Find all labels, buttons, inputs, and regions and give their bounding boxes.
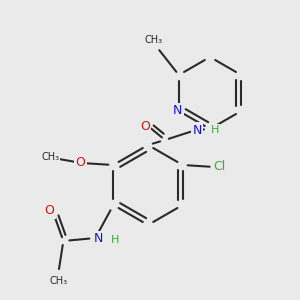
Text: N: N: [94, 232, 103, 245]
Text: CH₃: CH₃: [145, 35, 163, 45]
Text: N: N: [192, 124, 202, 136]
Text: N: N: [173, 104, 182, 118]
Text: H: H: [211, 125, 219, 135]
Text: O: O: [44, 205, 54, 218]
Text: H: H: [111, 235, 119, 245]
Text: Cl: Cl: [214, 160, 226, 173]
Text: O: O: [140, 119, 150, 133]
Text: O: O: [75, 157, 85, 169]
Text: CH₃: CH₃: [41, 152, 59, 162]
Text: CH₃: CH₃: [49, 276, 68, 286]
